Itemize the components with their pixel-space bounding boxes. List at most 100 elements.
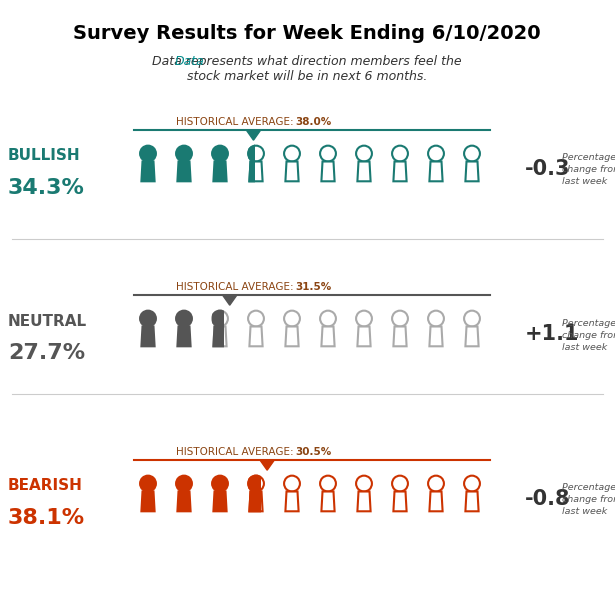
Text: 30.5%: 30.5%	[296, 447, 332, 457]
Text: BEARISH: BEARISH	[8, 479, 83, 493]
Polygon shape	[285, 326, 299, 346]
Text: change from: change from	[562, 330, 615, 339]
Polygon shape	[141, 326, 154, 346]
Polygon shape	[394, 326, 407, 346]
Polygon shape	[429, 161, 443, 181]
Text: HISTORICAL AVERAGE:: HISTORICAL AVERAGE:	[176, 447, 294, 457]
Text: 38.0%: 38.0%	[296, 117, 332, 127]
Circle shape	[212, 311, 228, 326]
Polygon shape	[285, 492, 299, 511]
Bar	[212, 308, 224, 349]
Polygon shape	[322, 161, 335, 181]
Polygon shape	[213, 326, 226, 346]
Polygon shape	[357, 326, 371, 346]
Bar	[248, 473, 261, 514]
Circle shape	[284, 145, 300, 161]
Text: change from: change from	[562, 495, 615, 505]
Polygon shape	[141, 161, 154, 181]
Circle shape	[428, 145, 444, 161]
Text: HISTORICAL AVERAGE:: HISTORICAL AVERAGE:	[176, 282, 294, 293]
Polygon shape	[213, 326, 226, 346]
Bar	[248, 142, 255, 184]
Text: HISTORICAL AVERAGE:: HISTORICAL AVERAGE:	[176, 117, 294, 127]
Circle shape	[356, 145, 372, 161]
Polygon shape	[213, 492, 226, 511]
Text: stock market will be in next 6 months.: stock market will be in next 6 months.	[187, 70, 427, 83]
Circle shape	[464, 476, 480, 492]
Text: last week: last week	[562, 343, 607, 352]
Text: change from: change from	[562, 165, 615, 174]
Polygon shape	[213, 161, 226, 181]
Polygon shape	[250, 161, 263, 181]
Circle shape	[176, 145, 192, 161]
Polygon shape	[177, 161, 191, 181]
Polygon shape	[250, 161, 263, 181]
Circle shape	[284, 311, 300, 326]
Polygon shape	[285, 161, 299, 181]
Text: -0.3: -0.3	[525, 159, 571, 179]
Circle shape	[320, 145, 336, 161]
Text: Survey Results for Week Ending 6/10/2020: Survey Results for Week Ending 6/10/2020	[73, 24, 541, 43]
Polygon shape	[394, 492, 407, 511]
Circle shape	[320, 311, 336, 326]
Text: last week: last week	[562, 508, 607, 517]
Text: last week: last week	[562, 177, 607, 187]
Circle shape	[392, 476, 408, 492]
Text: Data represents what direction members feel the: Data represents what direction members f…	[152, 55, 462, 68]
Circle shape	[140, 311, 156, 326]
Polygon shape	[322, 492, 335, 511]
Circle shape	[248, 145, 264, 161]
Polygon shape	[247, 130, 261, 140]
Polygon shape	[322, 326, 335, 346]
Text: 27.7%: 27.7%	[8, 343, 85, 363]
Text: NEUTRAL: NEUTRAL	[8, 313, 87, 329]
Circle shape	[248, 311, 264, 326]
Circle shape	[428, 476, 444, 492]
Circle shape	[248, 145, 264, 161]
Text: BULLISH: BULLISH	[8, 148, 81, 164]
Circle shape	[212, 145, 228, 161]
Circle shape	[140, 476, 156, 492]
Circle shape	[320, 476, 336, 492]
Text: 31.5%: 31.5%	[296, 282, 332, 293]
Circle shape	[248, 476, 264, 492]
Polygon shape	[466, 326, 478, 346]
Polygon shape	[429, 492, 443, 511]
Polygon shape	[357, 492, 371, 511]
Polygon shape	[357, 161, 371, 181]
Text: Percentage point: Percentage point	[562, 319, 615, 327]
Circle shape	[356, 311, 372, 326]
Polygon shape	[250, 492, 263, 511]
Circle shape	[464, 311, 480, 326]
Circle shape	[140, 145, 156, 161]
Circle shape	[248, 476, 264, 492]
Text: +1.1: +1.1	[525, 324, 579, 344]
Circle shape	[428, 311, 444, 326]
Polygon shape	[466, 492, 478, 511]
Polygon shape	[394, 161, 407, 181]
Text: 34.3%: 34.3%	[8, 178, 85, 198]
Circle shape	[176, 311, 192, 326]
Polygon shape	[250, 492, 263, 511]
Text: Percentage point: Percentage point	[562, 483, 615, 492]
Text: -0.8: -0.8	[525, 489, 571, 509]
Polygon shape	[177, 326, 191, 346]
Circle shape	[176, 476, 192, 492]
Polygon shape	[141, 492, 154, 511]
Text: Data: Data	[175, 55, 205, 68]
Circle shape	[284, 476, 300, 492]
Polygon shape	[429, 326, 443, 346]
Circle shape	[392, 145, 408, 161]
Text: Percentage point: Percentage point	[562, 154, 615, 163]
Polygon shape	[177, 492, 191, 511]
Polygon shape	[466, 161, 478, 181]
Text: 38.1%: 38.1%	[8, 508, 85, 528]
Circle shape	[212, 476, 228, 492]
Circle shape	[464, 145, 480, 161]
Circle shape	[392, 311, 408, 326]
Polygon shape	[260, 460, 274, 470]
Circle shape	[212, 311, 228, 326]
Circle shape	[356, 476, 372, 492]
Polygon shape	[223, 296, 237, 305]
Polygon shape	[250, 326, 263, 346]
